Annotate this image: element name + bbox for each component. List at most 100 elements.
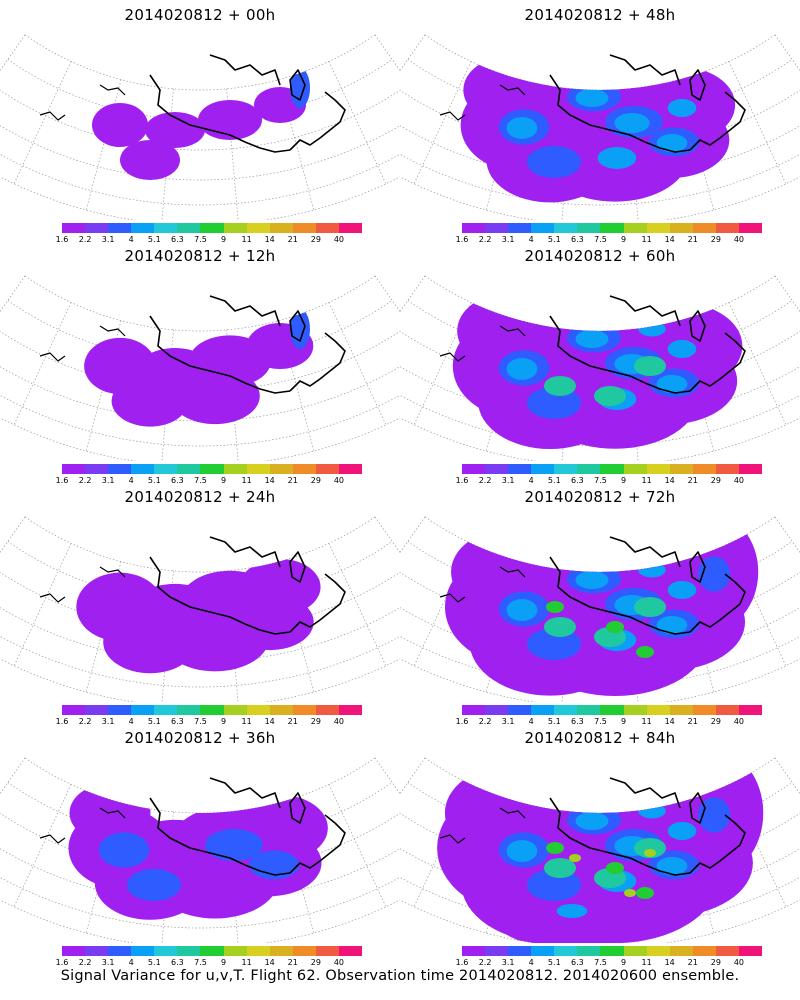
map-panel: 2014020812 + 72h 1.6 2.2 3.1 4 5.1 6.3 7.5 9 11 14… [400, 482, 800, 727]
colorbar-swatch [577, 464, 601, 474]
colorbar-swatch [669, 946, 693, 956]
colorbar-swatch [131, 464, 155, 474]
map-panel: 2014020812 + 24h 1.6 2.2 3.1 4 5.1 6.3 7.5 9 11 14… [0, 482, 400, 727]
colorbar-swatch [646, 223, 670, 233]
colorbar-swatch [623, 223, 647, 233]
figure-caption: Signal Variance for u,v,T. Flight 62. Ob… [60, 968, 740, 984]
coastline [39, 536, 346, 635]
colorbar-swatch [600, 464, 624, 474]
colorbar [462, 464, 763, 474]
colorbar-tick-label: 9 [620, 717, 627, 726]
colorbar-tick-label: 4 [528, 958, 534, 967]
colorbar-swatch [177, 464, 201, 474]
colorbar-tick-label: 14 [664, 717, 675, 726]
colorbar-swatch [223, 464, 247, 474]
variance-field [76, 558, 321, 674]
colorbar-tick-label: 40 [333, 958, 345, 967]
map-panel: 2014020812 + 36h 1.6 2.2 3.1 4 5.1 6.3 7.5 9 11 14… [0, 723, 400, 968]
colorbar-ticks: 1.6 2.2 3.1 4 5.1 6.3 7.5 9 11 14 21 29 40 [455, 476, 775, 486]
colorbar-swatch [200, 464, 224, 474]
colorbar-tick-label: 5.1 [547, 235, 561, 244]
colorbar-tick-label: 6.3 [571, 717, 584, 726]
colorbar-tick-label: 6.3 [171, 958, 184, 967]
colorbar-swatch [738, 464, 763, 474]
colorbar-tick-label: 7.5 [194, 717, 207, 726]
colorbar-tick-label: 6.3 [171, 717, 184, 726]
colorbar-tick-label: 1.6 [55, 476, 69, 485]
panel-title: 2014020812 + 36h [124, 729, 276, 747]
colorbar-swatch [462, 705, 486, 715]
colorbar-swatch [531, 705, 555, 715]
colorbar-tick-label: 7.5 [194, 476, 207, 485]
colorbar-swatch [738, 223, 763, 233]
colorbar-ticks: 1.6 2.2 3.1 4 5.1 6.3 7.5 9 11 14 21 29 40 [455, 717, 775, 727]
colorbar-swatch [715, 464, 739, 474]
variance-field [460, 56, 736, 203]
colorbar-swatch [554, 464, 578, 474]
panel-title: 2014020812 + 84h [524, 729, 676, 747]
colorbar-swatch [154, 946, 178, 956]
colorbar-swatch [246, 223, 270, 233]
colorbar-swatch [577, 223, 601, 233]
colorbar-swatch [508, 946, 532, 956]
colorbar-swatch [462, 223, 486, 233]
colorbar-swatch [154, 705, 178, 715]
graticule [0, 516, 400, 702]
colorbar-tick-label: 2.2 [478, 958, 492, 967]
colorbar-ticks: 1.6 2.2 3.1 4 5.1 6.3 7.5 9 11 14 21 29 40 [55, 235, 375, 245]
colorbar-swatch [485, 705, 509, 715]
colorbar [462, 705, 763, 715]
colorbar-swatch [715, 946, 739, 956]
colorbar [62, 464, 363, 474]
colorbar-swatch [554, 223, 578, 233]
colorbar-tick-label: 14 [664, 235, 675, 244]
colorbar-swatch [200, 223, 224, 233]
colorbar-swatch [62, 946, 86, 956]
colorbar-tick-label: 2.2 [78, 476, 92, 485]
colorbar-tick-label: 9 [220, 235, 227, 244]
colorbar-swatch [315, 946, 339, 956]
colorbar [62, 223, 363, 233]
colorbar-swatch [577, 705, 601, 715]
colorbar-tick-label: 4 [128, 958, 134, 967]
colorbar-ticks: 1.6 2.2 3.1 4 5.1 6.3 7.5 9 11 14 21 29 40 [55, 476, 375, 486]
colorbar-tick-label: 11 [241, 235, 252, 244]
colorbar-tick-label: 7.5 [594, 476, 607, 485]
colorbar [62, 705, 363, 715]
colorbar-swatch [292, 705, 316, 715]
coastline [439, 295, 746, 394]
colorbar-tick-label: 29 [710, 476, 721, 485]
colorbar-swatch [131, 946, 155, 956]
variance-field [437, 757, 764, 943]
colorbar-tick-label: 7.5 [194, 235, 207, 244]
colorbar-tick-label: 21 [687, 717, 698, 726]
map-panel: 2014020812 + 00h 1.6 2.2 3.1 4 5.1 6.3 7.5 9 11 14… [0, 0, 400, 245]
polar-map [400, 34, 800, 220]
colorbar-swatch [531, 464, 555, 474]
colorbar-swatch [508, 223, 532, 233]
colorbar-swatch [292, 223, 316, 233]
colorbar-swatch [623, 464, 647, 474]
colorbar-tick-label: 3.1 [501, 958, 515, 967]
coastline [39, 777, 346, 876]
colorbar-tick-label: 2.2 [78, 235, 92, 244]
colorbar-tick-label: 29 [310, 958, 321, 967]
colorbar-tick-label: 2.2 [478, 476, 492, 485]
colorbar-ticks: 1.6 2.2 3.1 4 5.1 6.3 7.5 9 11 14 21 29 40 [455, 958, 775, 968]
colorbar-tick-label: 5.1 [147, 717, 161, 726]
colorbar [462, 946, 763, 956]
colorbar-tick-label: 29 [310, 717, 321, 726]
colorbar-swatch [177, 705, 201, 715]
colorbar-tick-label: 1.6 [455, 958, 469, 967]
map-panel: 2014020812 + 12h 1.6 2.2 3.1 4 5.1 6.3 7.5 9 11 14… [0, 241, 400, 486]
colorbar-tick-label: 1.6 [455, 235, 469, 244]
colorbar-swatch [246, 946, 270, 956]
colorbar-tick-label: 21 [687, 476, 698, 485]
colorbar-ticks: 1.6 2.2 3.1 4 5.1 6.3 7.5 9 11 14 21 29 40 [55, 958, 375, 968]
colorbar-swatch [338, 464, 363, 474]
colorbar-tick-label: 5.1 [147, 235, 161, 244]
colorbar-tick-label: 3.1 [101, 717, 115, 726]
colorbar-tick-label: 2.2 [478, 235, 492, 244]
colorbar-swatch [338, 223, 363, 233]
colorbar-tick-label: 7.5 [594, 717, 607, 726]
